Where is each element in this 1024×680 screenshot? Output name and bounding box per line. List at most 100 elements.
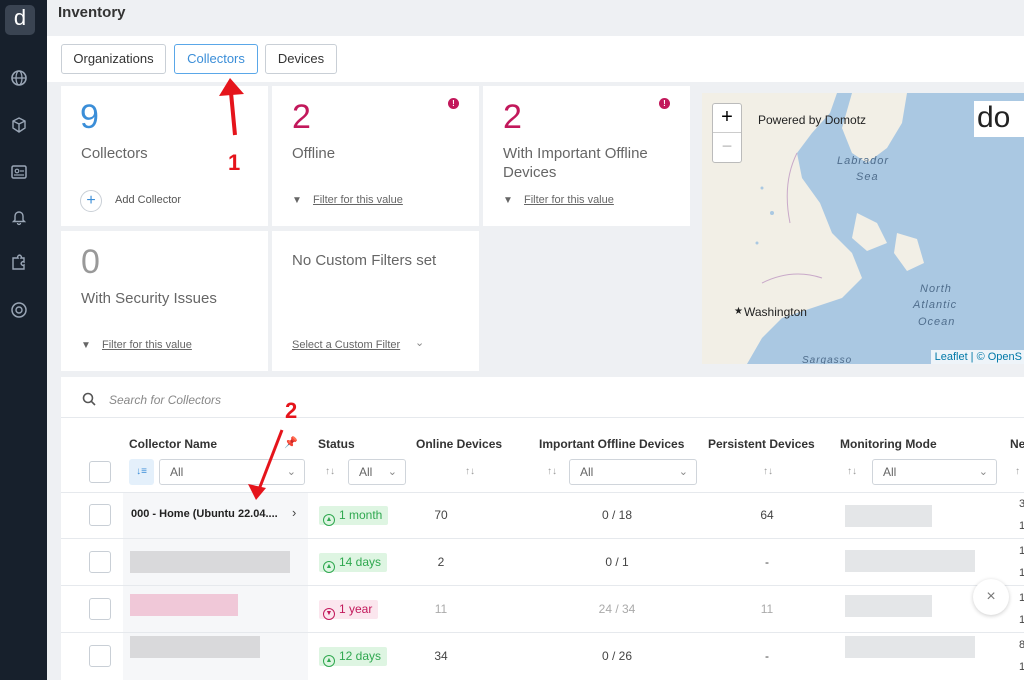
sidebar: d bbox=[0, 0, 47, 680]
persistent-devices-cell: 11 bbox=[760, 602, 774, 616]
custom-filter-card: No Custom Filters set Select a Custom Fi… bbox=[272, 231, 479, 371]
next-cell: 1 bbox=[1019, 567, 1024, 579]
cubes-icon[interactable] bbox=[8, 115, 30, 137]
filter-icon: ▼ bbox=[81, 340, 91, 351]
header-divider bbox=[61, 492, 1024, 493]
row-divider bbox=[61, 585, 1024, 586]
tab-devices[interactable]: Devices bbox=[265, 44, 337, 74]
tab-organizations[interactable]: Organizations bbox=[61, 44, 166, 74]
pin-icon[interactable]: 📌 bbox=[284, 437, 298, 449]
status-badge: ▲ 14 days bbox=[319, 553, 388, 573]
column-header-status[interactable]: Status bbox=[318, 437, 355, 451]
collector-name-redacted bbox=[130, 594, 238, 616]
monitoring-mode-redacted bbox=[845, 595, 932, 617]
map-label-sea: Sea bbox=[856, 171, 879, 183]
status-badge: ▲ 1 month bbox=[319, 506, 389, 526]
id-card-icon[interactable] bbox=[8, 162, 30, 184]
important-offline-filter-select[interactable]: All ⌄ bbox=[569, 459, 697, 485]
sort-icon[interactable]: ↑↓ bbox=[763, 466, 773, 477]
important-offline-cell: 24 / 34 bbox=[598, 602, 636, 616]
arrow-up-icon: ▲ bbox=[323, 655, 335, 667]
filter-icon: ▼ bbox=[292, 195, 302, 206]
arrow-up-icon: ▲ bbox=[323, 514, 335, 526]
sort-icon[interactable]: ↑ bbox=[1015, 466, 1020, 477]
collector-name-redacted bbox=[130, 636, 260, 658]
tab-collectors[interactable]: Collectors bbox=[174, 44, 258, 74]
status-badge: ▼ 1 year bbox=[319, 600, 379, 620]
column-header-next[interactable]: Ne bbox=[1010, 437, 1024, 451]
sort-icon[interactable]: ↑↓ bbox=[847, 466, 857, 477]
column-header-name[interactable]: Collector Name bbox=[129, 437, 218, 451]
persistent-devices-cell: 64 bbox=[760, 508, 774, 522]
chevron-right-icon[interactable]: › bbox=[292, 505, 297, 520]
custom-filter-select[interactable]: Select a Custom Filter bbox=[292, 339, 401, 351]
search-input[interactable]: Search for Collectors bbox=[109, 393, 222, 407]
chevron-down-icon[interactable]: ⌄ bbox=[415, 337, 425, 349]
security-filter-link[interactable]: Filter for this value bbox=[102, 339, 192, 351]
sort-icon[interactable]: ↑↓ bbox=[465, 466, 475, 477]
add-collector-button[interactable]: Add Collector bbox=[115, 194, 182, 206]
annotation-number-1: 1 bbox=[228, 150, 241, 175]
row-checkbox[interactable] bbox=[89, 551, 111, 573]
offline-count: 2 bbox=[292, 98, 311, 136]
annotation-number-2: 2 bbox=[285, 398, 298, 423]
close-icon[interactable]: × bbox=[973, 579, 1009, 615]
offline-filter-link[interactable]: Filter for this value bbox=[313, 194, 403, 206]
map-label-atlantic: Atlantic bbox=[913, 299, 958, 311]
persistent-devices-cell: - bbox=[765, 555, 769, 569]
page-title: Inventory bbox=[58, 4, 126, 21]
support-icon[interactable] bbox=[8, 300, 30, 322]
app-logo[interactable]: d bbox=[5, 5, 35, 35]
important-offline-cell: 0 / 18 bbox=[601, 508, 633, 522]
collector-name-redacted bbox=[130, 551, 290, 573]
column-header-online[interactable]: Online Devices bbox=[416, 437, 503, 451]
map-label-sargasso: Sargasso bbox=[802, 355, 853, 364]
sort-icon[interactable]: ↓≡ bbox=[129, 459, 154, 485]
next-cell: 1 bbox=[1019, 545, 1024, 557]
sort-icon[interactable]: ↑↓ bbox=[325, 466, 335, 477]
collector-name[interactable]: 000 - Home (Ubuntu 22.04.... bbox=[131, 508, 278, 520]
next-cell: 1 bbox=[1019, 592, 1024, 604]
offline-card: 2 ! Offline ▼ Filter for this value bbox=[272, 86, 479, 226]
important-offline-count: 2 bbox=[503, 98, 522, 136]
powered-by-label: Powered by Domotz bbox=[758, 113, 867, 127]
online-devices-cell: 70 bbox=[434, 508, 448, 522]
select-all-checkbox[interactable] bbox=[89, 461, 111, 483]
status-filter-select[interactable]: All ⌄ bbox=[348, 459, 406, 485]
map-label-ocean: Ocean bbox=[918, 316, 956, 328]
map-label-labrador: Labrador bbox=[837, 155, 890, 167]
zoom-out-button[interactable]: − bbox=[721, 136, 733, 156]
puzzle-icon[interactable] bbox=[8, 253, 30, 275]
persistent-devices-cell: - bbox=[765, 649, 769, 663]
row-divider bbox=[61, 632, 1024, 633]
column-header-monitoring[interactable]: Monitoring Mode bbox=[840, 437, 937, 451]
security-label: With Security Issues bbox=[81, 290, 217, 307]
row-checkbox[interactable] bbox=[89, 598, 111, 620]
status-badge: ▲ 12 days bbox=[319, 647, 388, 667]
sort-icon[interactable]: ↑↓ bbox=[547, 466, 557, 477]
map-attribution[interactable]: Leaflet | © OpenS bbox=[930, 350, 1024, 364]
brand-logo: do bbox=[974, 101, 1024, 137]
security-card: 0 With Security Issues ▼ Filter for this… bbox=[61, 231, 268, 371]
online-devices-cell: 34 bbox=[434, 649, 448, 663]
row-divider bbox=[61, 538, 1024, 539]
monitoring-filter-select[interactable]: All ⌄ bbox=[872, 459, 997, 485]
bell-icon[interactable] bbox=[8, 207, 30, 229]
globe-icon[interactable] bbox=[8, 68, 30, 90]
next-cell: 1 bbox=[1019, 614, 1024, 626]
zoom-in-button[interactable]: + bbox=[713, 104, 741, 133]
column-header-persistent[interactable]: Persistent Devices bbox=[708, 437, 815, 451]
name-filter-select[interactable]: All ⌄ bbox=[159, 459, 305, 485]
row-checkbox[interactable] bbox=[89, 504, 111, 526]
alert-icon: ! bbox=[448, 98, 459, 109]
plus-icon[interactable]: + bbox=[80, 190, 102, 212]
header: Inventory bbox=[47, 0, 1024, 36]
map[interactable]: + − Powered by Domotz do Labrador Sea No… bbox=[702, 93, 1024, 364]
column-header-important-offline[interactable]: Important Offline Devices bbox=[539, 437, 685, 451]
row-checkbox[interactable] bbox=[89, 645, 111, 667]
capital-star-icon: ★ bbox=[734, 306, 743, 317]
custom-filter-label: No Custom Filters set bbox=[292, 252, 437, 269]
next-cell: 1 bbox=[1019, 661, 1024, 673]
important-offline-cell: 0 / 26 bbox=[601, 649, 633, 663]
important-offline-filter-link[interactable]: Filter for this value bbox=[524, 194, 614, 206]
